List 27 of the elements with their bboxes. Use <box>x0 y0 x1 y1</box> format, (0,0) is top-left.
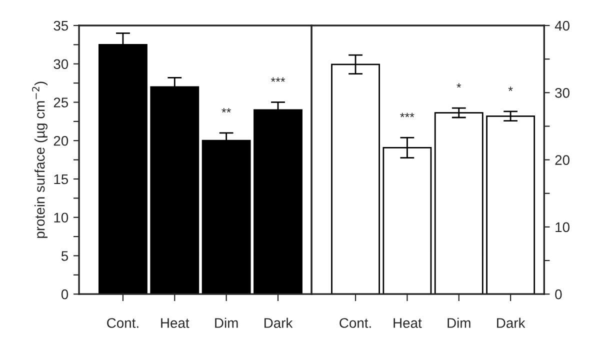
y-tick-label: 10 <box>54 212 68 223</box>
y-tick-label: 10 <box>556 222 570 232</box>
x-tick-label: Dim <box>448 318 470 328</box>
y-tick-label: 35 <box>54 20 68 31</box>
annotation: *** <box>400 112 414 118</box>
annotation: * <box>456 83 462 88</box>
x-tick-label: Heat <box>394 318 422 328</box>
x-tick-label: Cont. <box>340 318 371 328</box>
y-tick-label: 30 <box>54 59 68 70</box>
y-tick-label: 0 <box>61 289 68 300</box>
x-tick-label: Heat <box>161 318 190 328</box>
y-tick-label: 20 <box>555 155 570 165</box>
annotation: * <box>508 86 513 92</box>
y-tick-label: 5 <box>61 251 68 261</box>
y-tick-label: 0 <box>555 289 562 300</box>
x-tick-label: Dark <box>497 318 526 328</box>
y-tick-label: 15 <box>54 174 68 184</box>
y-axis-title: protein surface (µg cm$^{−2}$) <box>32 82 48 238</box>
annotation: ** <box>222 108 231 113</box>
y-tick-label: 20 <box>54 136 68 146</box>
x-tick-label: Dark <box>264 318 293 328</box>
y-tick-label: 25 <box>54 98 68 108</box>
x-tick-label: Dim <box>215 318 238 328</box>
x-tick-label: Cont. <box>107 318 138 328</box>
y-tick-label: 40 <box>554 20 570 31</box>
annotation: *** <box>270 77 286 82</box>
y-tick-label: 30 <box>555 88 570 98</box>
